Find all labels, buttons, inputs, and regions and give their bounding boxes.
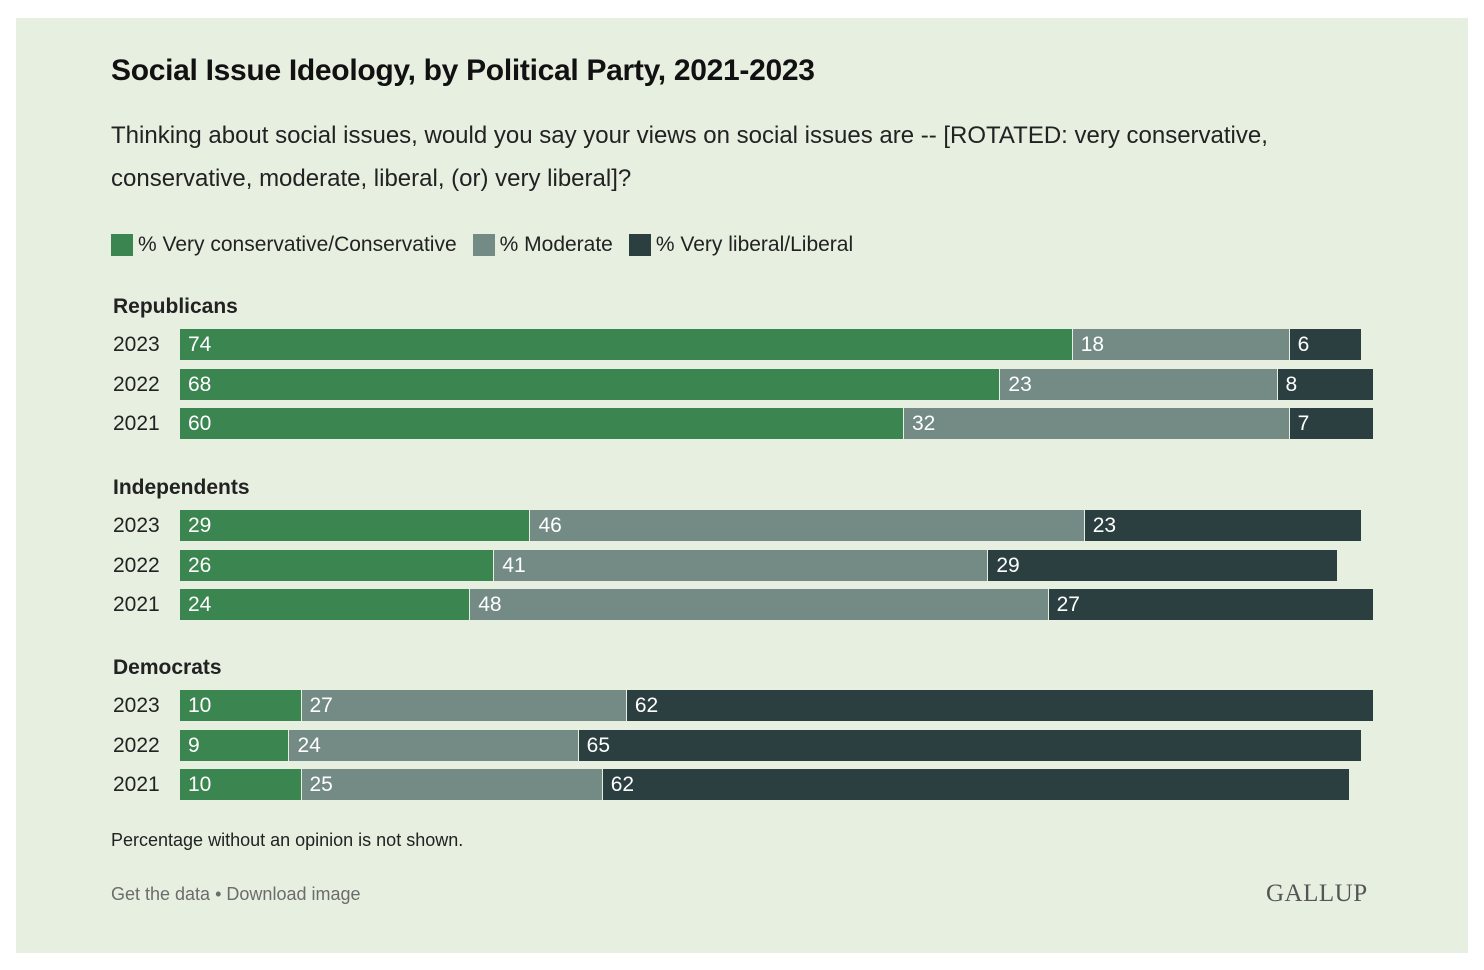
bar-segment-liberal: 62 — [625, 690, 1373, 721]
data-label: 25 — [309, 773, 333, 796]
year-label: 2022 — [113, 554, 160, 577]
bar-segment-conservative: 29 — [180, 510, 530, 541]
data-label: 62 — [610, 773, 635, 796]
data-label: 9 — [188, 734, 200, 757]
data-label: 18 — [1080, 333, 1105, 356]
data-label: 26 — [188, 554, 212, 577]
data-label: 8 — [1285, 373, 1298, 396]
legend-item-conservative: % Very conservative/Conservative — [111, 233, 457, 257]
bar-segment-conservative: 9 — [180, 730, 289, 761]
data-label: 7 — [1297, 412, 1310, 435]
footnote: Percentage without an opinion is not sho… — [111, 830, 464, 850]
year-label: 2021 — [113, 412, 160, 435]
year-label: 2022 — [113, 373, 160, 396]
bar-segment-moderate: 46 — [529, 510, 1084, 541]
bar-segment-liberal: 23 — [1083, 510, 1361, 541]
legend-label-moderate: % Moderate — [499, 233, 613, 256]
chart-subtitle: Thinking about social issues, would you … — [111, 122, 1268, 192]
group-label-republicans: Republicans — [113, 295, 238, 318]
year-label: 2021 — [113, 773, 160, 796]
bar-segment-liberal: 62 — [601, 769, 1349, 800]
bar-segment-moderate: 27 — [300, 690, 626, 721]
data-label: 10 — [188, 694, 212, 717]
data-label: 24 — [297, 734, 321, 757]
bar-segment-moderate: 32 — [903, 408, 1289, 439]
bar-segment-liberal: 6 — [1288, 329, 1361, 360]
data-label: 32 — [912, 412, 936, 435]
legend-item-moderate: % Moderate — [472, 233, 613, 257]
legend-swatch-conservative — [111, 234, 133, 256]
get-data-link[interactable]: Get the data — [111, 884, 211, 904]
year-label: 2023 — [113, 514, 160, 537]
data-label: 10 — [188, 773, 212, 796]
data-label: 29 — [188, 514, 212, 537]
data-label: 48 — [478, 593, 502, 616]
data-label: 23 — [1092, 514, 1117, 537]
legend-item-liberal: % Very liberal/Liberal — [628, 233, 854, 257]
bar-segment-liberal: 27 — [1047, 589, 1373, 620]
data-label: 74 — [188, 333, 212, 356]
bar-segment-liberal: 7 — [1288, 408, 1373, 439]
data-label: 24 — [188, 593, 212, 616]
data-label: 23 — [1008, 373, 1032, 396]
year-label: 2022 — [113, 734, 160, 757]
legend: % Very conservative/Conservative % Moder… — [111, 233, 869, 257]
chart-title: Social Issue Ideology, by Political Part… — [111, 54, 815, 87]
data-label: 65 — [586, 734, 610, 757]
year-label: 2023 — [113, 333, 160, 356]
data-label: 62 — [634, 694, 659, 717]
footer-links: Get the data • Download image — [111, 884, 361, 905]
legend-swatch-moderate — [472, 234, 495, 256]
bar-segment-moderate: 25 — [300, 769, 602, 800]
legend-label-liberal: % Very liberal/Liberal — [655, 233, 854, 256]
bar-segment-moderate: 24 — [288, 730, 578, 761]
year-label: 2021 — [113, 593, 160, 616]
data-label: 46 — [538, 514, 562, 537]
data-label: 27 — [1056, 593, 1080, 616]
bar-segment-conservative: 74 — [180, 329, 1072, 360]
gallup-logo: GALLUP — [1266, 880, 1368, 907]
bar-segment-moderate: 23 — [999, 369, 1277, 400]
data-label: 27 — [309, 694, 333, 717]
year-label: 2023 — [113, 694, 160, 717]
legend-swatch-liberal — [628, 234, 651, 256]
data-label: 60 — [188, 412, 212, 435]
download-image-link[interactable]: Download image — [226, 884, 361, 904]
legend-label-conservative: % Very conservative/Conservative — [138, 233, 457, 256]
bar-segment-conservative: 68 — [180, 369, 1000, 400]
bar-segment-liberal: 8 — [1276, 369, 1373, 400]
bar-segment-conservative: 10 — [180, 690, 301, 721]
bar-segment-moderate: 41 — [493, 550, 988, 581]
data-label: 68 — [188, 373, 212, 396]
data-label: 29 — [996, 554, 1020, 577]
link-separator: • — [215, 884, 222, 904]
bar-segment-liberal: 65 — [577, 730, 1361, 761]
data-label: 41 — [502, 554, 526, 577]
group-label-independents: Independents — [113, 476, 250, 499]
bar-segment-liberal: 29 — [987, 550, 1337, 581]
bar-segment-conservative: 26 — [180, 550, 494, 581]
group-label-democrats: Democrats — [113, 656, 222, 679]
bar-segment-moderate: 48 — [469, 589, 1048, 620]
bar-segment-moderate: 18 — [1071, 329, 1289, 360]
bar-segment-conservative: 10 — [180, 769, 301, 800]
bar-segment-conservative: 60 — [180, 408, 903, 439]
data-label: 6 — [1297, 333, 1310, 356]
bar-segment-conservative: 24 — [180, 589, 470, 620]
